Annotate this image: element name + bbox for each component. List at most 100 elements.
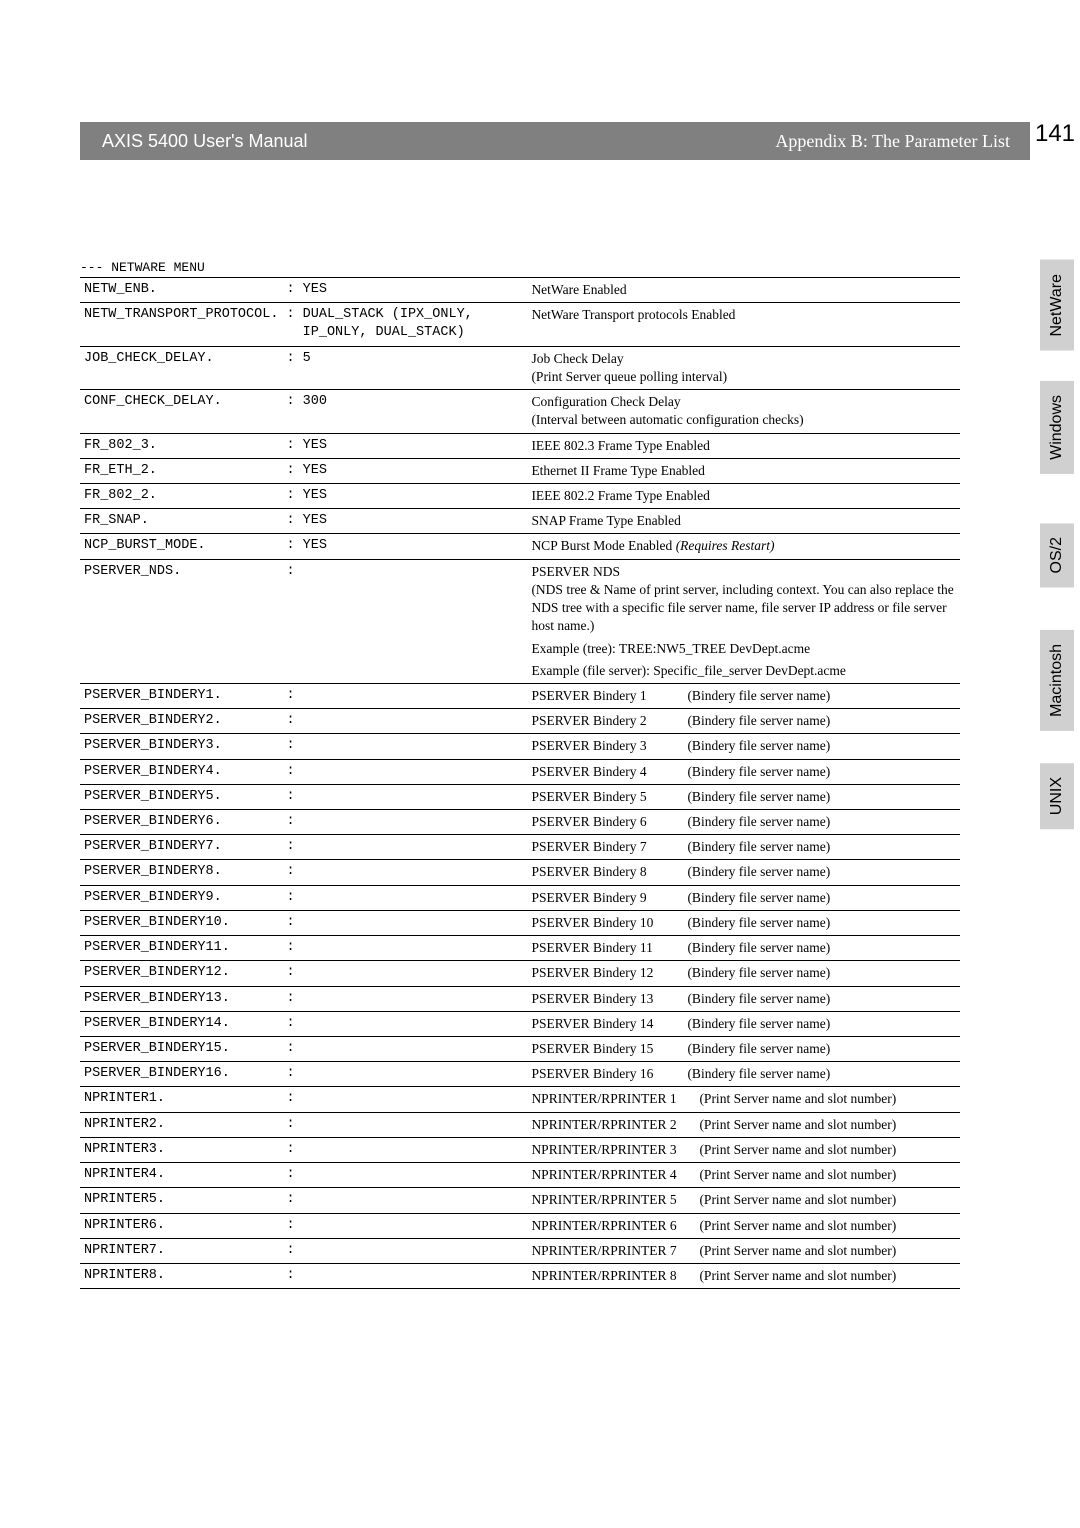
table-row: NPRINTER1.:NPRINTER/RPRINTER 1(Print Ser…	[80, 1087, 960, 1112]
param-description: NetWare Enabled	[527, 278, 960, 303]
parameter-table: NETW_ENB.: YESNetWare EnabledNETW_TRANSP…	[80, 278, 960, 1289]
param-value: :	[282, 810, 527, 835]
table-row: PSERVER_BINDERY14.:PSERVER Bindery 14(Bi…	[80, 1011, 960, 1036]
table-row: NPRINTER8.:NPRINTER/RPRINTER 8(Print Ser…	[80, 1263, 960, 1288]
table-row: PSERVER_BINDERY11.:PSERVER Bindery 11(Bi…	[80, 936, 960, 961]
content-area: --- NETWARE MENU NETW_ENB.: YESNetWare E…	[80, 260, 960, 1289]
param-key: PSERVER_BINDERY3.	[80, 734, 282, 759]
param-description: PSERVER NDS(NDS tree & Name of print ser…	[527, 559, 960, 683]
param-description: Configuration Check Delay(Interval betwe…	[527, 390, 960, 433]
param-description: PSERVER Bindery 8(Bindery file server na…	[527, 860, 960, 885]
table-row: PSERVER_BINDERY2.:PSERVER Bindery 2(Bind…	[80, 709, 960, 734]
param-value: : YES	[282, 534, 527, 559]
param-value: : 5	[282, 346, 527, 389]
param-value: :	[282, 1062, 527, 1087]
param-value: : YES	[282, 433, 527, 458]
table-row: JOB_CHECK_DELAY.: 5Job Check Delay(Print…	[80, 346, 960, 389]
header-left: AXIS 5400 User's Manual	[102, 131, 308, 152]
param-description: PSERVER Bindery 7(Bindery file server na…	[527, 835, 960, 860]
side-tab-unix: UNIX	[1040, 763, 1074, 829]
param-value: : YES	[282, 278, 527, 303]
param-key: CONF_CHECK_DELAY.	[80, 390, 282, 433]
param-key: NETW_TRANSPORT_PROTOCOL.	[80, 303, 282, 346]
param-description: NPRINTER/RPRINTER 8(Print Server name an…	[527, 1263, 960, 1288]
param-value: : YES	[282, 483, 527, 508]
param-key: PSERVER_BINDERY6.	[80, 810, 282, 835]
param-value: :	[282, 1112, 527, 1137]
param-value: :	[282, 1137, 527, 1162]
param-value: :	[282, 961, 527, 986]
header-bar: AXIS 5400 User's Manual Appendix B: The …	[80, 122, 1030, 160]
param-value: :	[282, 1213, 527, 1238]
param-description: PSERVER Bindery 10(Bindery file server n…	[527, 910, 960, 935]
table-row: NETW_TRANSPORT_PROTOCOL.: DUAL_STACK (IP…	[80, 303, 960, 346]
param-value: :	[282, 759, 527, 784]
table-row: PSERVER_BINDERY15.:PSERVER Bindery 15(Bi…	[80, 1037, 960, 1062]
param-description: NPRINTER/RPRINTER 2(Print Server name an…	[527, 1112, 960, 1137]
param-description: PSERVER Bindery 16(Bindery file server n…	[527, 1062, 960, 1087]
param-description: NPRINTER/RPRINTER 3(Print Server name an…	[527, 1137, 960, 1162]
param-key: PSERVER_BINDERY4.	[80, 759, 282, 784]
param-key: NPRINTER2.	[80, 1112, 282, 1137]
table-row: FR_ETH_2.: YESEthernet II Frame Type Ena…	[80, 458, 960, 483]
param-value: :	[282, 1263, 527, 1288]
table-row: NPRINTER4.:NPRINTER/RPRINTER 4(Print Ser…	[80, 1163, 960, 1188]
param-description: NPRINTER/RPRINTER 5(Print Server name an…	[527, 1188, 960, 1213]
param-value: :	[282, 1163, 527, 1188]
side-tab-os2: OS/2	[1040, 523, 1074, 587]
table-row: PSERVER_BINDERY1.:PSERVER Bindery 1(Bind…	[80, 683, 960, 708]
param-description: Job Check Delay(Print Server queue polli…	[527, 346, 960, 389]
param-description: PSERVER Bindery 1(Bindery file server na…	[527, 683, 960, 708]
table-row: PSERVER_BINDERY13.:PSERVER Bindery 13(Bi…	[80, 986, 960, 1011]
param-value: :	[282, 784, 527, 809]
table-row: FR_802_2.: YESIEEE 802.2 Frame Type Enab…	[80, 483, 960, 508]
param-value: :	[282, 885, 527, 910]
param-key: PSERVER_BINDERY13.	[80, 986, 282, 1011]
param-description: IEEE 802.2 Frame Type Enabled	[527, 483, 960, 508]
param-value: :	[282, 1238, 527, 1263]
table-row: PSERVER_BINDERY10.:PSERVER Bindery 10(Bi…	[80, 910, 960, 935]
param-key: PSERVER_BINDERY2.	[80, 709, 282, 734]
param-description: NPRINTER/RPRINTER 6(Print Server name an…	[527, 1213, 960, 1238]
page-number: 141	[1030, 120, 1080, 148]
param-value: :	[282, 1037, 527, 1062]
param-key: PSERVER_BINDERY12.	[80, 961, 282, 986]
param-description: PSERVER Bindery 6(Bindery file server na…	[527, 810, 960, 835]
param-description: PSERVER Bindery 3(Bindery file server na…	[527, 734, 960, 759]
param-key: PSERVER_BINDERY8.	[80, 860, 282, 885]
param-value: : YES	[282, 458, 527, 483]
param-key: FR_802_3.	[80, 433, 282, 458]
table-row: PSERVER_BINDERY7.:PSERVER Bindery 7(Bind…	[80, 835, 960, 860]
param-description: PSERVER Bindery 14(Bindery file server n…	[527, 1011, 960, 1036]
table-row: PSERVER_BINDERY12.:PSERVER Bindery 12(Bi…	[80, 961, 960, 986]
param-description: Ethernet II Frame Type Enabled	[527, 458, 960, 483]
param-value: : YES	[282, 509, 527, 534]
param-key: FR_SNAP.	[80, 509, 282, 534]
param-key: NPRINTER6.	[80, 1213, 282, 1238]
param-key: NPRINTER5.	[80, 1188, 282, 1213]
table-row: PSERVER_BINDERY8.:PSERVER Bindery 8(Bind…	[80, 860, 960, 885]
table-row: PSERVER_BINDERY6.:PSERVER Bindery 6(Bind…	[80, 810, 960, 835]
param-key: NPRINTER7.	[80, 1238, 282, 1263]
param-description: PSERVER Bindery 9(Bindery file server na…	[527, 885, 960, 910]
param-value: :	[282, 1011, 527, 1036]
param-description: NPRINTER/RPRINTER 4(Print Server name an…	[527, 1163, 960, 1188]
param-key: NETW_ENB.	[80, 278, 282, 303]
param-key: PSERVER_BINDERY11.	[80, 936, 282, 961]
header-right: Appendix B: The Parameter List	[775, 131, 1010, 152]
param-value: :	[282, 835, 527, 860]
param-key: PSERVER_BINDERY14.	[80, 1011, 282, 1036]
side-tab-macintosh: Macintosh	[1040, 630, 1074, 731]
side-tab-netware: NetWare	[1040, 260, 1074, 351]
table-row: PSERVER_BINDERY4.:PSERVER Bindery 4(Bind…	[80, 759, 960, 784]
param-description: IEEE 802.3 Frame Type Enabled	[527, 433, 960, 458]
param-value: :	[282, 910, 527, 935]
table-row: PSERVER_BINDERY5.:PSERVER Bindery 5(Bind…	[80, 784, 960, 809]
table-row: PSERVER_BINDERY3.:PSERVER Bindery 3(Bind…	[80, 734, 960, 759]
param-description: PSERVER Bindery 2(Bindery file server na…	[527, 709, 960, 734]
param-key: NPRINTER1.	[80, 1087, 282, 1112]
param-description: PSERVER Bindery 5(Bindery file server na…	[527, 784, 960, 809]
param-key: NCP_BURST_MODE.	[80, 534, 282, 559]
param-value: :	[282, 709, 527, 734]
param-key: PSERVER_NDS.	[80, 559, 282, 683]
